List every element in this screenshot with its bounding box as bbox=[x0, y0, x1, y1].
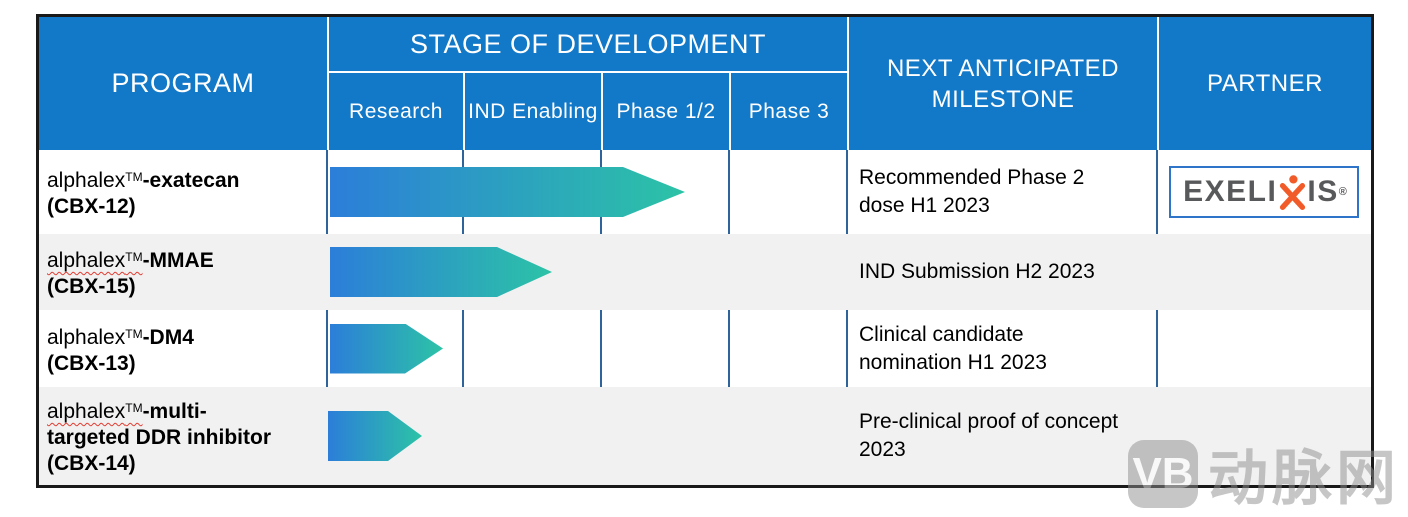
program-column-header: PROGRAM bbox=[39, 17, 327, 150]
stage-subcolumn-phase-1-2: Phase 1/2 bbox=[603, 73, 729, 150]
program-name-line2: (CBX-15) bbox=[47, 275, 136, 298]
program-name-line1: alphalexTM-multi- targeted DDR inhibitor bbox=[47, 400, 271, 449]
grid-line bbox=[462, 150, 464, 485]
milestone-text: Pre-clinical proof of concept 2023 bbox=[859, 410, 1119, 461]
exelixis-logo: EXELI IS ® bbox=[1169, 166, 1359, 218]
partner-cell bbox=[1159, 234, 1369, 310]
milestone-text: Recommended Phase 2 dose H1 2023 bbox=[859, 166, 1085, 217]
stage-progress-arrow bbox=[330, 324, 443, 374]
stage-progress-arrow bbox=[328, 411, 422, 461]
registered-trademark-symbol: ® bbox=[1338, 186, 1347, 198]
program-name-line1: alphalexTM-MMAE bbox=[47, 249, 214, 272]
program-name-line2: (CBX-12) bbox=[47, 195, 136, 218]
table-row-cbx-14: alphalexTM-multi- targeted DDR inhibitor… bbox=[39, 387, 1371, 485]
stage-subcolumn-phase-3: Phase 3 bbox=[731, 73, 847, 150]
grid-line bbox=[846, 150, 848, 485]
stage-subcolumn-ind-enabling: IND Enabling bbox=[465, 73, 601, 150]
table-row-cbx-15: alphalexTM-MMAE (CBX-15) IND Submission … bbox=[39, 234, 1371, 310]
program-name-line1: alphalexTM-DM4 bbox=[47, 325, 194, 349]
pipeline-table: PROGRAM STAGE OF DEVELOPMENT Research IN… bbox=[36, 14, 1374, 488]
program-name-line1: alphalexTM-exatecan bbox=[47, 169, 240, 192]
milestone-text: IND Submission H2 2023 bbox=[859, 260, 1095, 283]
program-name: alphalexTM-multi- targeted DDR inhibitor… bbox=[39, 387, 325, 485]
milestone-text: Clinical candidate nomination H1 2023 bbox=[859, 322, 1047, 374]
program-name-line2: (CBX-13) bbox=[47, 351, 136, 375]
grid-line bbox=[1156, 150, 1158, 485]
stage-progress-arrow bbox=[330, 247, 552, 297]
program-name-line2: (CBX-14) bbox=[47, 452, 136, 475]
program-name: alphalexTM-exatecan (CBX-12) bbox=[39, 150, 325, 234]
partner-column-header: PARTNER bbox=[1159, 17, 1371, 150]
partner-cell: EXELI IS ® bbox=[1159, 150, 1369, 234]
table-row-cbx-12: alphalexTM-exatecan (CBX-12) Recommended… bbox=[39, 150, 1371, 234]
stage-subcolumn-research: Research bbox=[329, 73, 463, 150]
grid-line bbox=[728, 150, 730, 485]
partner-cell bbox=[1159, 387, 1369, 485]
table-row-cbx-13: alphalexTM-DM4 (CBX-13) Clinical candida… bbox=[39, 310, 1371, 387]
program-name: alphalexTM-DM4 (CBX-13) bbox=[39, 310, 325, 387]
milestone-column-header: NEXT ANTICIPATED MILESTONE bbox=[849, 17, 1157, 150]
partner-cell bbox=[1159, 310, 1369, 387]
grid-line bbox=[326, 150, 328, 485]
stage-progress-arrow bbox=[330, 167, 685, 217]
program-name: alphalexTM-MMAE (CBX-15) bbox=[39, 234, 325, 310]
grid-line bbox=[600, 150, 602, 485]
stage-of-development-header: STAGE OF DEVELOPMENT bbox=[329, 17, 847, 71]
exelixis-x-figure-icon bbox=[1280, 175, 1306, 210]
